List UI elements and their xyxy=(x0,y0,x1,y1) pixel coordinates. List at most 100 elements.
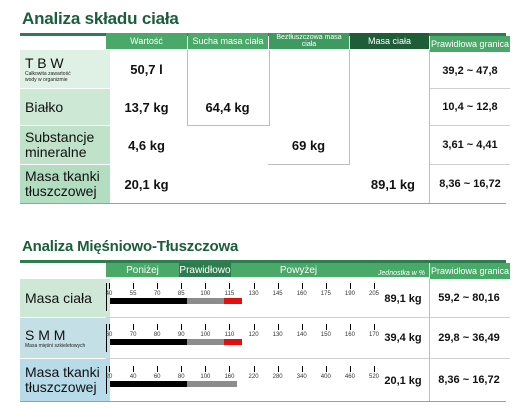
mf-row-label-weight: Masa ciała xyxy=(20,279,110,317)
scale-tick-label: 160 xyxy=(224,374,235,380)
protein-label: Białko xyxy=(25,98,64,115)
scale-tick xyxy=(229,324,231,330)
col-header-body-mass: Masa ciała xyxy=(350,33,429,49)
tbw-label: T B W xyxy=(25,54,64,71)
weight-mf-value: 89,1 kg xyxy=(384,293,422,305)
row-label-protein: Białko xyxy=(20,89,110,125)
scale-tick xyxy=(301,324,303,330)
scale-tick-label: 55 xyxy=(129,291,137,297)
scale-tick xyxy=(205,366,207,372)
row-label-tbw: T B W Całkowita zawartość wody w organiz… xyxy=(20,50,110,88)
scale-tick-label: 175 xyxy=(320,291,331,297)
scale-tick xyxy=(277,283,279,289)
scale-tick-label: 40 xyxy=(105,291,113,297)
scale-tick-label: 110 xyxy=(224,332,235,338)
scale-tick-label: 70 xyxy=(129,332,137,338)
protein-range: 10,4 ~ 12,8 xyxy=(442,101,498,113)
row-label-minerals: Substancje mineralne xyxy=(20,126,110,164)
fat-value: 20,1 kg xyxy=(124,176,169,192)
mf-row-label-smm: S M M Masa mięśni szkieletowych xyxy=(20,318,110,358)
col-header-dry-mass: Sucha masa ciała xyxy=(188,33,268,49)
scale-tick-label: 60 xyxy=(153,374,161,380)
scale-tick xyxy=(253,366,255,372)
scale-tick-label: 40 xyxy=(129,374,137,380)
minerals-label: Substancje mineralne xyxy=(25,129,95,160)
level-bar-below xyxy=(110,339,187,345)
row-separator xyxy=(106,317,429,318)
scale-tick-label: 80 xyxy=(177,374,185,380)
level-bar-above xyxy=(223,298,243,304)
scale-tick xyxy=(133,324,135,330)
scale-tick-label: 115 xyxy=(224,291,235,297)
scale-tick-label: 20 xyxy=(105,374,113,380)
scale-tick-label: 190 xyxy=(344,291,355,297)
scale-tick-label: 340 xyxy=(296,374,307,380)
scale-tick-label: 100 xyxy=(200,291,211,297)
body-mass-value: 89,1 kg xyxy=(370,176,415,192)
range-separator xyxy=(430,358,510,359)
scale-tick-label: 85 xyxy=(177,291,185,297)
scale-tick-label: 90 xyxy=(177,332,185,338)
scale-tick xyxy=(157,324,159,330)
col-header-normal-range: Prawidłowa granica xyxy=(430,36,510,52)
scale-tick-label: 160 xyxy=(296,291,307,297)
smm-range: 29,8 ~ 36,49 xyxy=(438,332,500,344)
fat-range: 8,36 ~ 16,72 xyxy=(439,178,501,190)
section-bottom-line xyxy=(20,401,506,402)
row-label-fat: Masa tkanki tłuszczowej xyxy=(20,165,110,203)
scale-tick xyxy=(349,324,351,330)
scale-tick xyxy=(205,324,207,330)
tbw-sublabel: Całkowita zawartość wody w organizmie xyxy=(25,70,71,83)
lean-mass-box xyxy=(268,50,350,165)
mf-fat-label: Masa tkanki tłuszczowej xyxy=(25,364,100,395)
scale-tick xyxy=(325,366,327,372)
smm-scale: 60 70 80 90 100 110 120 130 140 150 160 170 xyxy=(105,324,380,354)
section-divider xyxy=(20,260,506,263)
scale-tick xyxy=(229,283,231,289)
minerals-value: 4,6 kg xyxy=(128,137,165,153)
scale-tick-label: 120 xyxy=(248,332,259,338)
header-above: Powyżej xyxy=(279,264,318,276)
scale-tick-label: 60 xyxy=(105,332,113,338)
smm-value: 39,4 kg xyxy=(384,332,422,344)
scale-tick-label: 140 xyxy=(296,332,307,338)
col-header-value: Wartość xyxy=(106,33,187,49)
weight-mf-range: 59,2 ~ 80,16 xyxy=(438,292,500,304)
scale-tick-label: 400 xyxy=(320,374,331,380)
scale-axis xyxy=(106,366,107,394)
scale-tick-label: 520 xyxy=(368,374,380,380)
range-separator xyxy=(430,125,510,126)
scale-tick xyxy=(181,324,183,330)
scale-tick xyxy=(301,283,303,289)
weight-scale: 40 55 70 85 100 115 130 145 160 175 190 205 xyxy=(105,283,380,313)
level-bar-below xyxy=(110,298,187,304)
scale-tick xyxy=(205,283,207,289)
range-separator xyxy=(430,317,510,318)
scale-tick xyxy=(109,283,110,289)
scale-tick xyxy=(229,366,231,372)
scale-tick-label: 205 xyxy=(368,291,380,297)
scale-tick xyxy=(277,324,279,330)
scale-tick xyxy=(349,366,351,372)
col-header-lean-mass: Beztłuszczowa masa ciała xyxy=(269,33,349,49)
level-bar-normal xyxy=(186,381,238,387)
fat-scale: 20 40 60 80 100 160 220 280 340 400 460 520 xyxy=(105,366,380,396)
fat-label: Masa tkanki tłuszczowej xyxy=(25,168,100,199)
muscle-fat-title: Analiza Mięśniowo-Tłuszczowa xyxy=(22,238,239,255)
scale-tick-label: 130 xyxy=(248,291,259,297)
range-separator xyxy=(430,164,510,165)
scale-tick-label: 170 xyxy=(368,332,380,338)
header-unit: Jednostka w % xyxy=(377,270,425,277)
header-normal: Prawidłowo xyxy=(179,263,231,277)
scale-axis xyxy=(106,283,107,311)
scale-tick-label: 80 xyxy=(153,332,161,338)
scale-tick xyxy=(325,324,327,330)
scale-tick xyxy=(374,283,375,289)
range-separator xyxy=(430,88,510,89)
scale-tick xyxy=(253,324,255,330)
level-bar-normal xyxy=(186,298,224,304)
level-bar-above xyxy=(223,339,243,345)
mf-fat-range: 8,36 ~ 16,72 xyxy=(438,374,500,386)
mf-fat-value: 20,1 kg xyxy=(384,375,422,387)
scale-tick-label: 70 xyxy=(153,291,161,297)
